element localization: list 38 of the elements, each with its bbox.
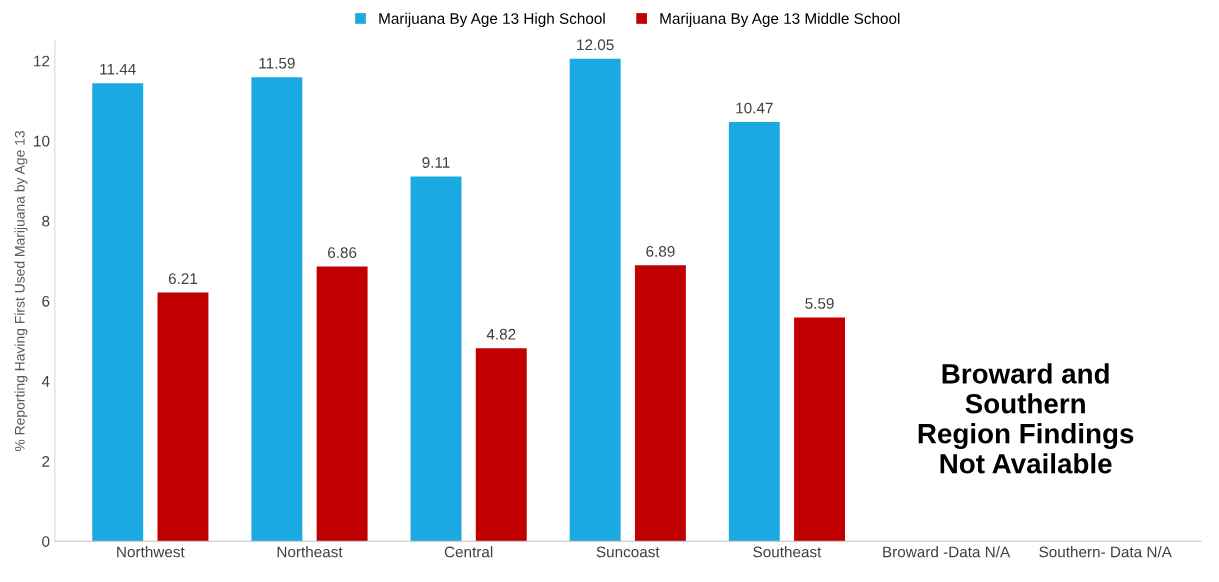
x-tick-label: Suncoast (596, 546, 660, 558)
x-tick-label: Northeast (277, 546, 343, 558)
legend-label: Marijuana By Age 13 Middle School (660, 12, 900, 27)
bar (410, 176, 462, 542)
y-axis-title: % Reporting Having First Used Marijuana by Age 13 (14, 131, 28, 452)
y-tick-label: 8 (42, 215, 50, 227)
data-label: 11.59 (259, 57, 295, 69)
bar (92, 83, 144, 542)
data-label: 12.05 (577, 39, 614, 51)
annotation: Broward and Southern Region Findings Not Available (918, 363, 1134, 474)
data-label: 5.59 (805, 298, 834, 309)
data-label: 4.82 (486, 328, 516, 340)
x-tick-label: Central (444, 546, 493, 558)
bar (316, 266, 368, 542)
bar (157, 292, 209, 542)
data-label: 10.47 (736, 102, 773, 114)
y-tick-label: 12 (34, 55, 50, 67)
data-label: 6.86 (328, 247, 357, 258)
bar (634, 265, 686, 542)
x-tick-label: Northwest (117, 546, 185, 558)
y-tick-label: 4 (41, 376, 50, 387)
x-tick-label: Broward -Data N/A (883, 546, 1011, 558)
y-tick-label: 0 (42, 536, 50, 547)
bar (475, 348, 527, 542)
data-label: 6.89 (646, 245, 675, 257)
legend-label: Marijuana By Age 13 High School (379, 12, 605, 27)
y-tick-label: 6 (42, 295, 50, 307)
bar (728, 122, 780, 542)
y-tick-label: 10 (34, 135, 50, 147)
bar (794, 317, 846, 542)
data-label: 6.21 (168, 273, 198, 285)
data-label: 11.44 (100, 63, 136, 75)
x-tick-label: Southeast (753, 546, 822, 558)
bar (251, 77, 303, 542)
x-tick-label: Southern- Data N/A (1039, 546, 1172, 558)
y-tick-label: 2 (42, 456, 50, 467)
bar (569, 58, 621, 542)
data-label: 9.11 (422, 157, 450, 168)
